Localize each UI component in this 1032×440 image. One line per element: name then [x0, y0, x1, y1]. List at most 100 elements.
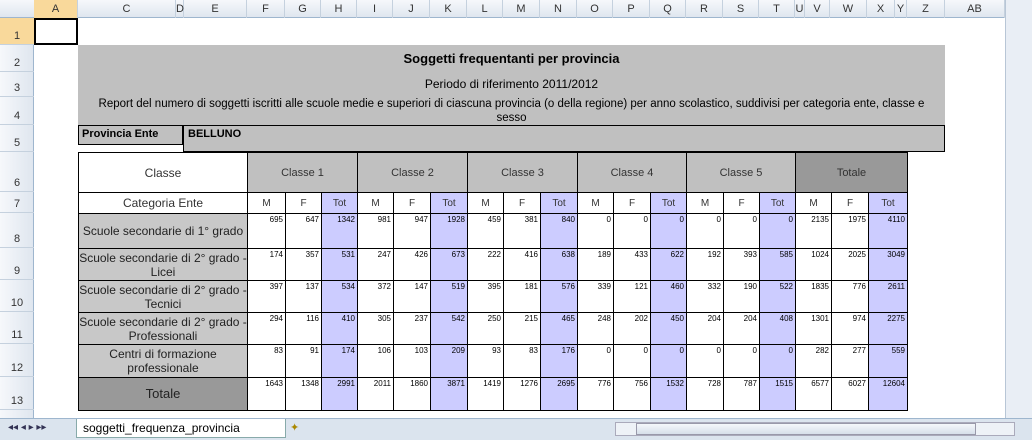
row-header-9[interactable]: 9	[0, 248, 34, 280]
data-cell: 947	[393, 213, 431, 249]
data-cell: 1532	[650, 377, 687, 411]
subheader: M	[686, 192, 724, 214]
column-header-G[interactable]: G	[285, 0, 321, 18]
column-header-AB[interactable]: AB	[945, 0, 1005, 18]
row-header-6[interactable]: 6	[0, 152, 34, 192]
row-header-13[interactable]: 13	[0, 377, 34, 410]
data-cell: 1835	[795, 280, 832, 313]
data-cell: 0	[577, 344, 614, 378]
data-cell: 277	[831, 344, 869, 378]
subheader: F	[393, 192, 431, 214]
data-cell: 0	[613, 344, 651, 378]
data-cell: 176	[540, 344, 578, 378]
column-header-Z[interactable]: Z	[907, 0, 945, 18]
row-header-12[interactable]: 12	[0, 344, 34, 377]
data-cell: 585	[759, 248, 796, 281]
data-cell: 6577	[795, 377, 832, 411]
column-header-K[interactable]: K	[430, 0, 467, 18]
data-cell: 542	[430, 312, 468, 345]
row-header-2[interactable]: 2	[0, 45, 34, 72]
sheet-tab[interactable]: soggetti_frequenza_provincia	[76, 419, 286, 438]
subheader: F	[503, 192, 541, 214]
data-cell: 339	[577, 280, 614, 313]
column-header-I[interactable]: I	[357, 0, 393, 18]
data-cell: 1643	[247, 377, 286, 411]
column-header-S[interactable]: S	[723, 0, 759, 18]
data-cell: 531	[321, 248, 358, 281]
column-header-O[interactable]: O	[577, 0, 613, 18]
data-cell: 103	[393, 344, 431, 378]
report-description: Report del numero di soggetti iscritti a…	[78, 97, 945, 125]
column-header-X[interactable]: X	[867, 0, 895, 18]
column-header-M[interactable]: M	[503, 0, 540, 18]
row-header-5[interactable]: 5	[0, 125, 34, 152]
column-header-H[interactable]: H	[321, 0, 357, 18]
data-cell: 181	[503, 280, 541, 313]
column-header-F[interactable]: F	[247, 0, 285, 18]
data-cell: 12604	[868, 377, 908, 411]
data-cell: 282	[795, 344, 832, 378]
data-cell: 393	[723, 248, 760, 281]
column-header-R[interactable]: R	[686, 0, 723, 18]
column-header-N[interactable]: N	[540, 0, 577, 18]
row-header-7[interactable]: 7	[0, 192, 34, 213]
data-cell: 1348	[285, 377, 322, 411]
category-label: Centri di formazione professionale	[78, 344, 248, 378]
data-cell: 237	[393, 312, 431, 345]
row-header-4[interactable]: 4	[0, 97, 34, 125]
data-cell: 247	[357, 248, 394, 281]
row-header-3[interactable]: 3	[0, 72, 34, 97]
data-cell: 2991	[321, 377, 358, 411]
data-cell: 381	[503, 213, 541, 249]
column-header-D[interactable]: D	[176, 0, 184, 18]
horizontal-scrollbar[interactable]	[615, 422, 1015, 436]
data-cell: 215	[503, 312, 541, 345]
column-header-V[interactable]: V	[805, 0, 830, 18]
subheader: Tot	[321, 192, 358, 214]
column-header-Y[interactable]: Y	[895, 0, 907, 18]
column-header-P[interactable]: P	[613, 0, 650, 18]
data-cell: 408	[759, 312, 796, 345]
category-label: Scuole secondarie di 2° grado - Tecnici	[78, 280, 248, 313]
data-cell: 673	[430, 248, 468, 281]
row-header-8[interactable]: 8	[0, 213, 34, 248]
tab-nav-buttons[interactable]: ◂◂ ◂ ▸ ▸▸	[8, 422, 47, 433]
subheader: Tot	[430, 192, 468, 214]
subheader: Tot	[759, 192, 796, 214]
data-cell: 0	[650, 213, 687, 249]
data-cell: 522	[759, 280, 796, 313]
data-cell: 974	[831, 312, 869, 345]
subheader: F	[285, 192, 322, 214]
row-header-10[interactable]: 10	[0, 280, 34, 312]
column-header-E[interactable]: E	[184, 0, 247, 18]
column-header-C[interactable]: C	[78, 0, 176, 18]
data-cell: 0	[613, 213, 651, 249]
vertical-scrollbar[interactable]	[1005, 0, 1032, 418]
sheet-tab-bar: ◂◂ ◂ ▸ ▸▸ soggetti_frequenza_provincia ✦	[0, 418, 1032, 440]
scroll-thumb[interactable]	[636, 423, 976, 435]
column-header-U[interactable]: U	[795, 0, 805, 18]
data-cell: 209	[430, 344, 468, 378]
data-cell: 0	[723, 344, 760, 378]
column-header-L[interactable]: L	[467, 0, 503, 18]
data-cell: 0	[686, 213, 724, 249]
data-cell: 0	[723, 213, 760, 249]
column-header-T[interactable]: T	[759, 0, 795, 18]
data-cell: 638	[540, 248, 578, 281]
column-header-W[interactable]: W	[830, 0, 867, 18]
active-cell-a1[interactable]	[34, 18, 78, 45]
category-label: Scuole secondarie di 2° grado - Professi…	[78, 312, 248, 345]
column-header-Q[interactable]: Q	[650, 0, 686, 18]
row-header-11[interactable]: 11	[0, 312, 34, 344]
sheet-grid[interactable]: Soggetti frequentanti per provincia Peri…	[0, 0, 1005, 418]
data-cell: 695	[247, 213, 286, 249]
column-header-J[interactable]: J	[393, 0, 430, 18]
data-cell: 2275	[868, 312, 908, 345]
data-cell: 647	[285, 213, 322, 249]
data-cell: 3871	[430, 377, 468, 411]
total-row-label: Totale	[78, 377, 248, 411]
data-cell: 559	[868, 344, 908, 378]
column-header-A[interactable]: A	[34, 0, 78, 18]
insert-sheet-button[interactable]: ✦	[290, 422, 300, 434]
row-header-1[interactable]: 1	[0, 18, 34, 45]
